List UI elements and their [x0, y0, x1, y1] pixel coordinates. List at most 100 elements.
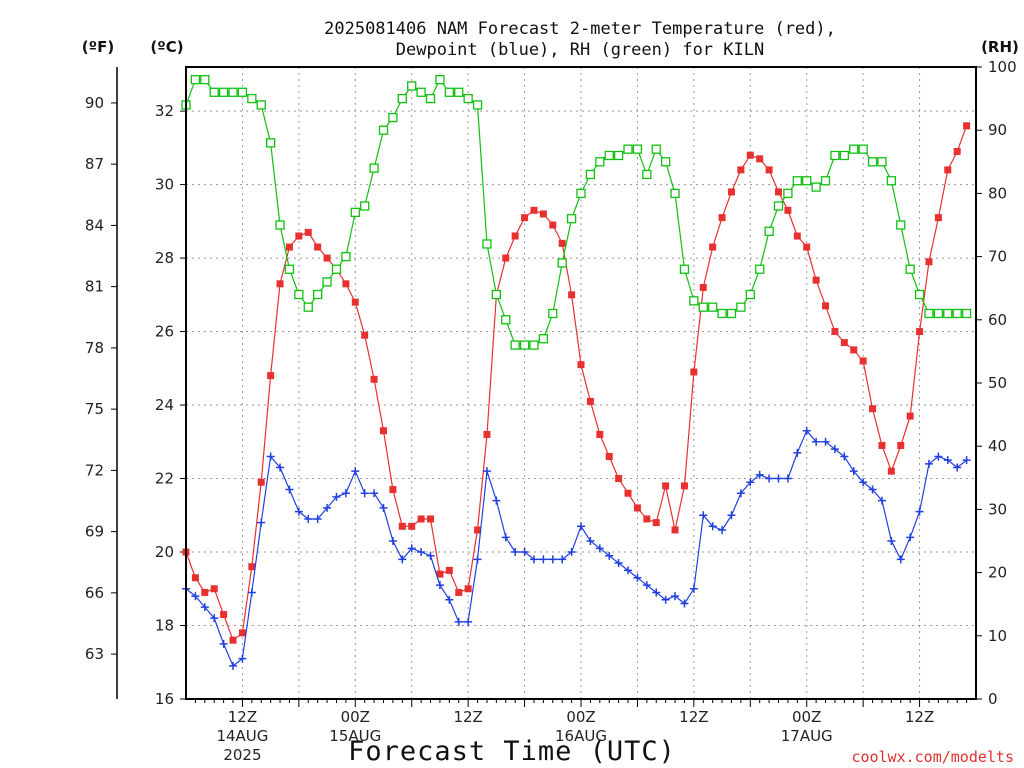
- rh-point: [416, 87, 426, 97]
- rh-point: [482, 239, 492, 249]
- x-tick-date-label: 15AUG: [329, 727, 381, 745]
- dewpoint-point: [294, 507, 303, 516]
- rh-point: [463, 93, 473, 104]
- rh-unit-label: (RH): [981, 38, 1019, 56]
- rh-point: [867, 157, 878, 167]
- dewpoint-point: [783, 474, 792, 483]
- temperature-point: [953, 148, 961, 156]
- rh-point: [896, 220, 906, 230]
- rh-tick-label: 70: [988, 248, 1007, 266]
- rh-point: [472, 100, 483, 110]
- temperature-point: [793, 232, 801, 240]
- temperature-series: [182, 122, 971, 644]
- rh-point: [914, 289, 925, 300]
- rh-point: [783, 188, 793, 199]
- dewpoint-point: [238, 654, 247, 663]
- temperature-point: [906, 412, 914, 420]
- dewpoint-point: [699, 511, 708, 520]
- temperature-point: [709, 243, 717, 251]
- rh-point: [519, 340, 530, 350]
- dewpoint-point: [370, 489, 379, 498]
- temperature-point: [878, 441, 886, 449]
- x-tick-date-label: 17AUG: [781, 727, 833, 745]
- temperature-point: [775, 188, 782, 196]
- dewpoint-point: [736, 489, 745, 498]
- dewpoint-series: [182, 426, 971, 670]
- rh-point: [952, 308, 962, 319]
- rh-point: [802, 176, 812, 186]
- rh-point: [491, 289, 502, 300]
- temperature-point: [229, 636, 237, 644]
- rh-point: [228, 87, 238, 97]
- dewpoint-point: [962, 456, 971, 465]
- celsius-tick-label: 30: [155, 176, 174, 194]
- temperature-point: [840, 339, 848, 347]
- temperature-point: [295, 232, 303, 240]
- celsius-tick-label: 28: [155, 249, 174, 267]
- rh-point: [632, 144, 643, 154]
- rh-tick-label: 40: [988, 437, 1007, 455]
- dewpoint-point: [953, 463, 962, 472]
- plot-frame: [185, 66, 977, 700]
- rh-point: [877, 157, 887, 167]
- temperature-point: [483, 430, 491, 438]
- temperature-point: [276, 280, 284, 288]
- dewpoint-point: [840, 452, 849, 461]
- temperature-point: [925, 258, 933, 266]
- temperature-point: [436, 570, 444, 578]
- temperature-point: [784, 206, 792, 214]
- temperature-point: [191, 574, 199, 582]
- dewpoint-point: [558, 555, 567, 564]
- rh-point: [284, 264, 295, 274]
- dewpoint-point: [407, 544, 416, 553]
- rh-point: [708, 302, 718, 312]
- rh-point: [858, 144, 868, 154]
- rh-point: [717, 308, 727, 319]
- rh-point: [886, 176, 897, 186]
- rh-point: [764, 226, 774, 236]
- rh-point: [623, 144, 633, 154]
- rh-point: [613, 150, 624, 161]
- rh-point: [660, 157, 671, 167]
- rh-point: [378, 125, 389, 135]
- fahrenheit-tick-label: 75: [85, 400, 104, 418]
- temperature-point: [586, 397, 594, 405]
- temperature-point: [746, 151, 754, 159]
- temperature-point: [897, 441, 905, 449]
- rh-point: [698, 302, 708, 312]
- temperature-point: [737, 166, 745, 174]
- dewpoint-point: [276, 463, 285, 472]
- temperature-point: [474, 526, 482, 534]
- x-tick-label: 12Z: [453, 708, 482, 726]
- temperature-point: [238, 629, 246, 637]
- x-tick-label: 12Z: [679, 708, 708, 726]
- rh-point: [190, 74, 201, 85]
- rh-point: [557, 258, 567, 268]
- temperature-point: [464, 585, 472, 593]
- temperature-point: [351, 298, 359, 306]
- rh-point: [407, 81, 417, 91]
- temperature-point: [803, 243, 811, 251]
- x-tick-label: 00Z: [792, 708, 821, 726]
- dewpoint-point: [877, 496, 886, 505]
- rh-point: [322, 277, 332, 287]
- rh-tick-label: 10: [988, 627, 1007, 645]
- dewpoint-point: [812, 437, 821, 446]
- dewpoint-point: [586, 537, 595, 545]
- rh-point: [237, 87, 248, 97]
- rh-point: [773, 201, 784, 211]
- rh-point: [538, 334, 549, 344]
- rh-point: [566, 214, 577, 224]
- rh-point: [792, 176, 802, 186]
- temperature-point: [577, 361, 585, 369]
- dewpoint-point: [501, 533, 510, 542]
- temperature-point: [671, 526, 679, 534]
- dewpoint-point: [859, 478, 868, 487]
- temperature-point: [530, 206, 538, 214]
- temperature-point: [633, 504, 641, 512]
- x-tick-date-label: 16AUG: [555, 727, 607, 745]
- celsius-tick-label: 16: [155, 690, 174, 708]
- dewpoint-point: [652, 588, 661, 597]
- temperature-point: [304, 228, 312, 236]
- chart-title-line-1: 2025081406 NAM Forecast 2-meter Temperat…: [324, 19, 836, 39]
